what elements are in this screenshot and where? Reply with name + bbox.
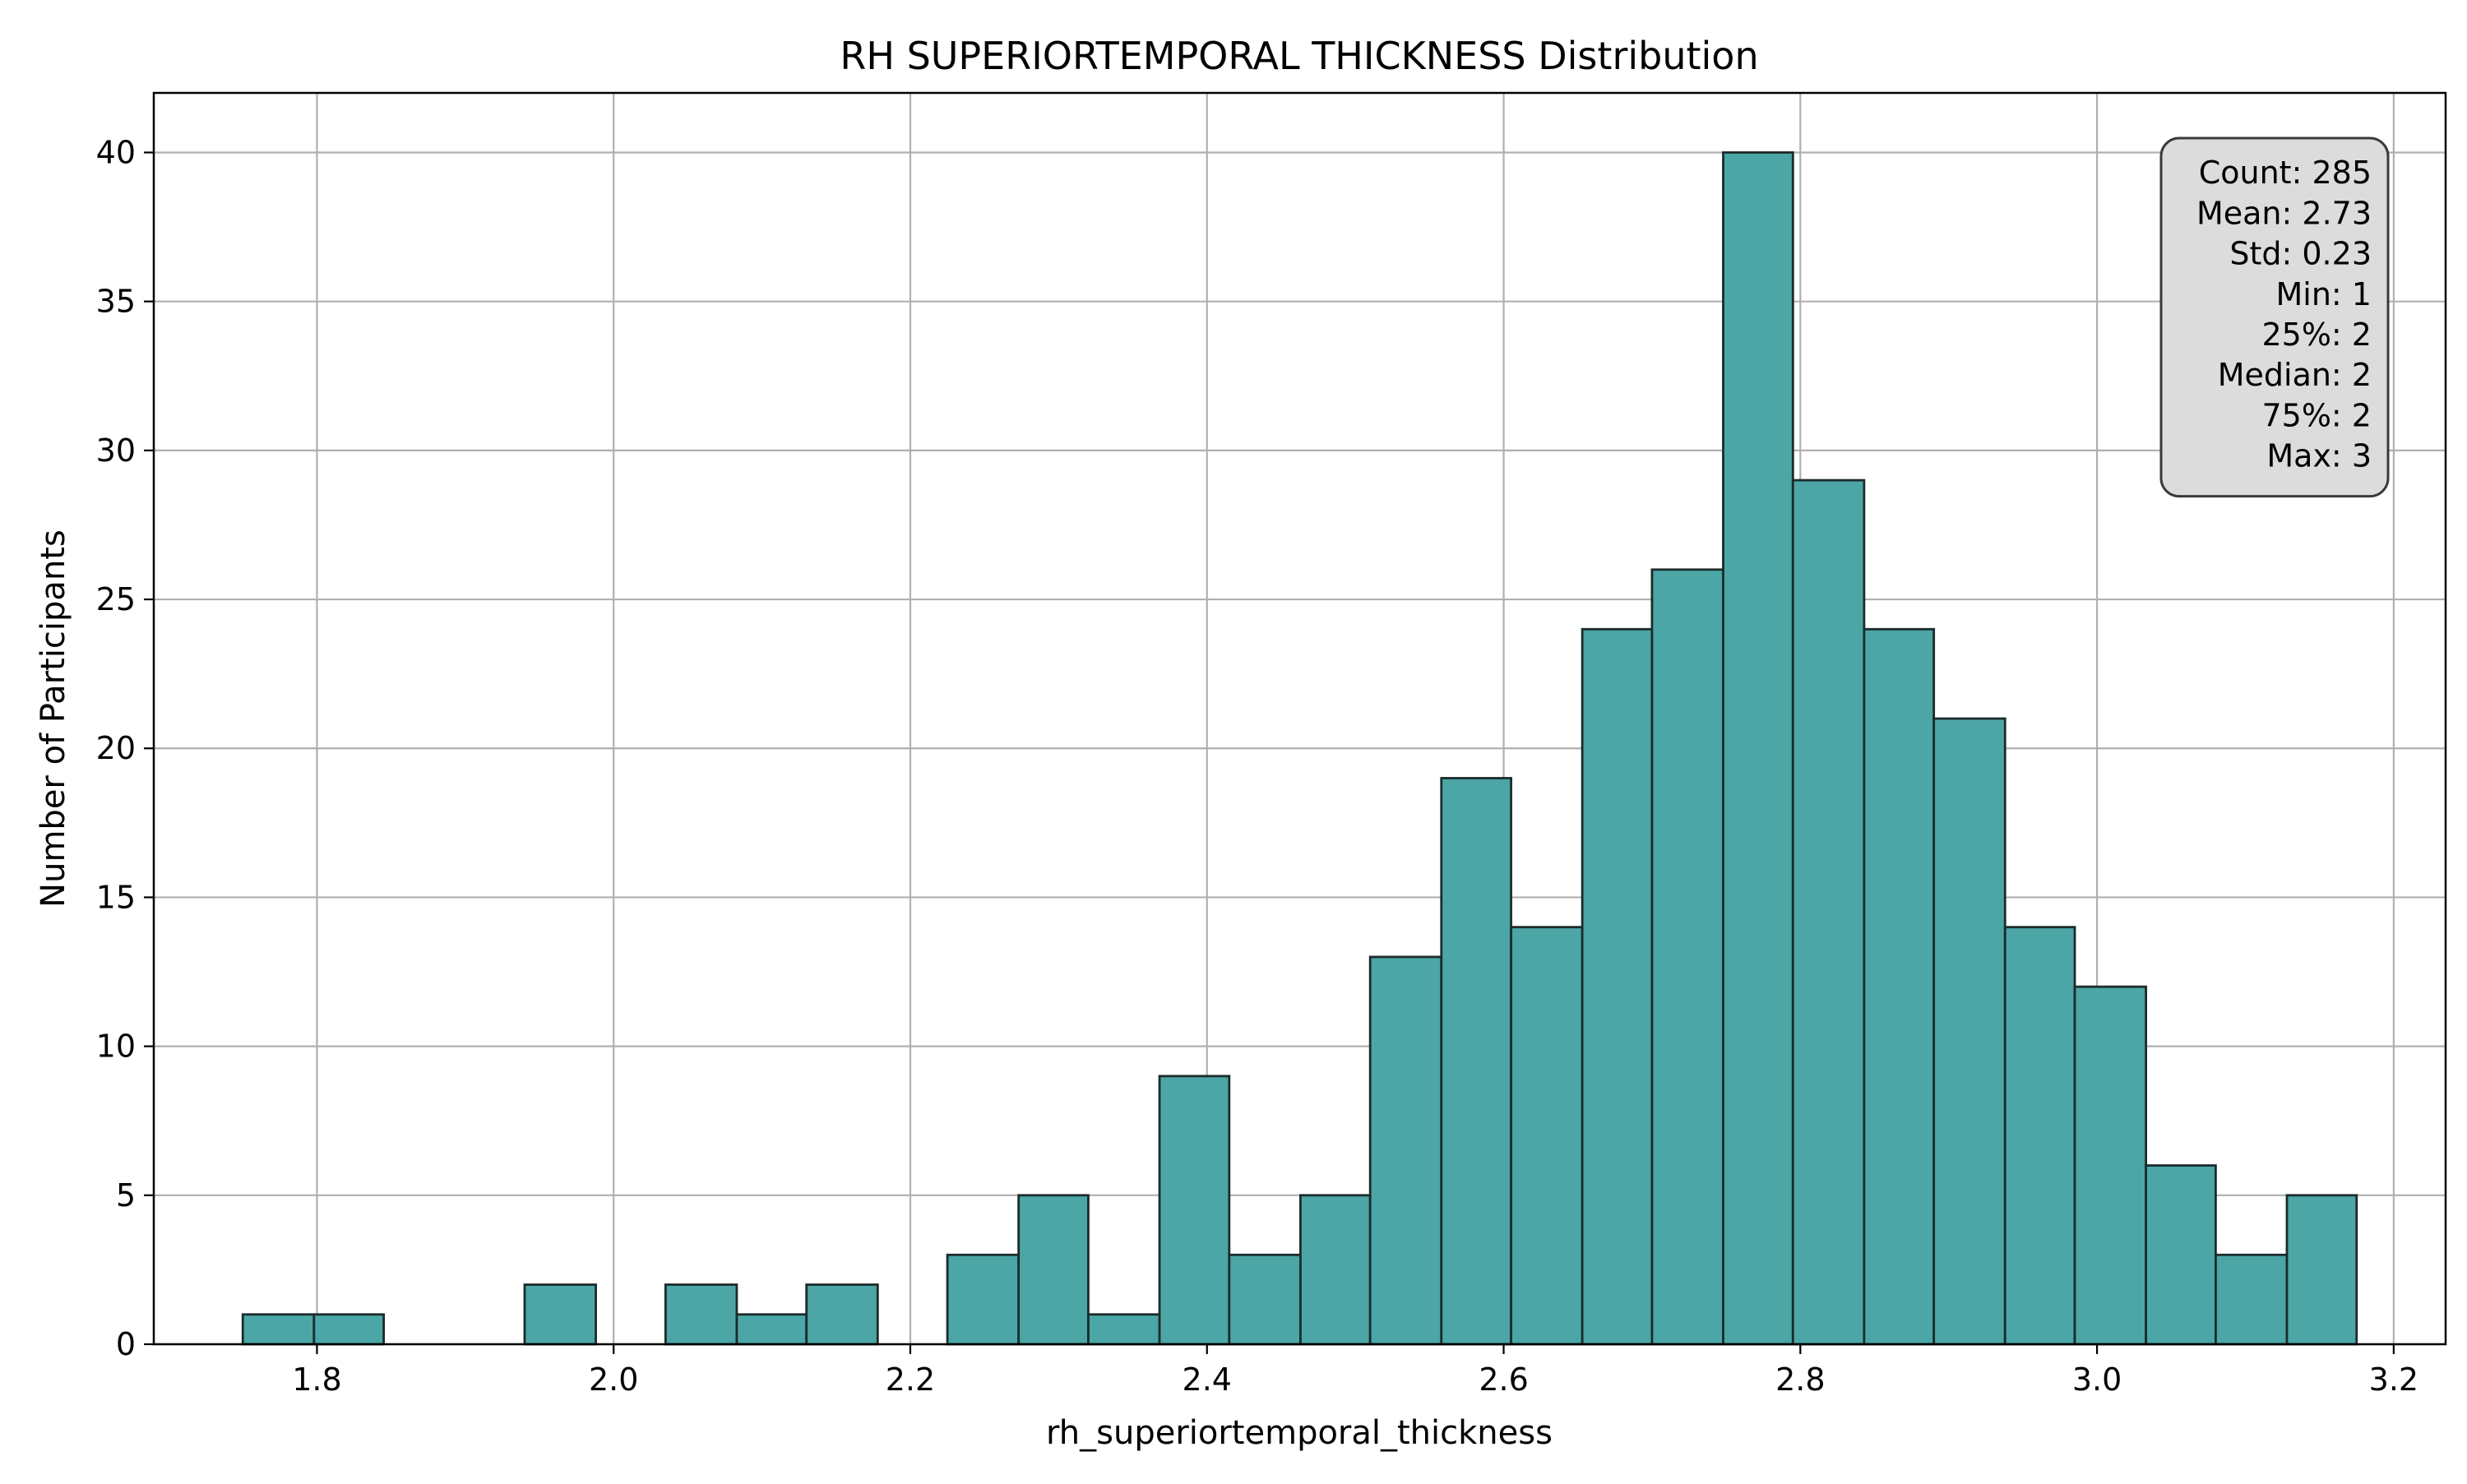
- y-axis-label: Number of Participants: [35, 529, 72, 908]
- histogram-bar: [2285, 1194, 2358, 1346]
- x-tick-label: 2.6: [1479, 1361, 1528, 1398]
- y-axis-ticks: 0 5 10 15 20 25 30 35 40: [96, 134, 154, 1362]
- histogram-bar: [805, 1283, 879, 1346]
- y-tick-label: 10: [96, 1029, 136, 1065]
- histogram-bar: [1932, 717, 2006, 1346]
- histogram-bar: [1722, 151, 1794, 1346]
- x-tick-label: 2.4: [1183, 1361, 1232, 1398]
- histogram-bar: [1017, 1194, 1090, 1346]
- stats-line: 75%: 2: [2261, 397, 2372, 433]
- histogram-bar: [523, 1283, 597, 1346]
- y-tick-label: 40: [96, 134, 136, 170]
- histogram-bar: [1368, 955, 1443, 1346]
- y-tick-label: 15: [96, 879, 136, 915]
- histogram-bar: [735, 1313, 808, 1346]
- x-tick-label: 1.8: [292, 1361, 341, 1398]
- x-tick-label: 3.2: [2369, 1361, 2418, 1398]
- histogram-bar: [664, 1283, 738, 1346]
- histogram-bar: [1581, 627, 1654, 1346]
- plot-area-frame: [152, 91, 2447, 1346]
- histogram-bar: [1650, 568, 1724, 1346]
- histogram-bar: [1087, 1313, 1161, 1346]
- stats-box-background: [2159, 136, 2390, 498]
- histogram-bar: [1228, 1253, 1302, 1346]
- x-tick-label: 2.8: [1775, 1361, 1825, 1398]
- x-axis-ticks: 1.8 2.0 2.2 2.4 2.6 2.8 3.0 3.2: [292, 1344, 2418, 1398]
- histogram-bar: [2073, 985, 2148, 1346]
- y-tick-label: 35: [96, 284, 136, 320]
- histogram-bar: [946, 1253, 1021, 1346]
- histogram-bar: [2003, 926, 2076, 1346]
- stats-line: Median: 2: [2218, 357, 2372, 393]
- x-tick-label: 2.0: [589, 1361, 638, 1398]
- summary-stats-box: Count: 285 Mean: 2.73 Std: 0.23 Min: 1 25%: …: [2159, 136, 2390, 498]
- x-tick-label: 2.2: [886, 1361, 935, 1398]
- histogram-bar: [312, 1313, 386, 1346]
- x-tick-label: 3.0: [2072, 1361, 2122, 1398]
- stats-line: 25%: 2: [2261, 317, 2372, 353]
- y-tick-label: 30: [96, 432, 136, 469]
- histogram-bar: [2145, 1164, 2217, 1346]
- histogram-bar: [1863, 627, 1936, 1346]
- stats-line: Mean: 2.73: [2196, 195, 2372, 231]
- chart-title: RH SUPERIORTEMPORAL THICKNESS Distributi…: [840, 34, 1758, 78]
- y-tick-label: 5: [116, 1177, 136, 1214]
- histogram-bar: [1510, 926, 1584, 1346]
- histogram-bars: [241, 151, 2358, 1346]
- x-axis-label: rh_superiortemporal_thickness: [1046, 1414, 1553, 1452]
- histogram-bar: [2214, 1253, 2289, 1346]
- stats-line: Min: 1: [2276, 276, 2372, 312]
- stats-line: Count: 285: [2199, 155, 2372, 191]
- histogram-bar: [1299, 1194, 1372, 1346]
- y-tick-label: 20: [96, 730, 136, 766]
- histogram-bar: [1440, 777, 1512, 1346]
- histogram-bar: [1791, 478, 1866, 1346]
- stats-line: Std: 0.23: [2229, 236, 2372, 272]
- y-tick-label: 25: [96, 581, 136, 617]
- histogram-bar: [241, 1313, 316, 1346]
- y-tick-label: 0: [116, 1326, 136, 1362]
- histogram-bar: [1158, 1075, 1231, 1346]
- stats-line: Max: 3: [2266, 438, 2372, 474]
